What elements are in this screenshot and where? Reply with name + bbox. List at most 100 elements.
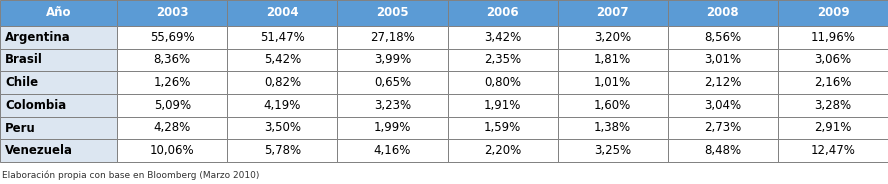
Text: 2,73%: 2,73% — [704, 121, 741, 135]
Bar — [668, 0, 778, 26]
Bar — [0, 139, 117, 162]
Text: 0,80%: 0,80% — [484, 76, 521, 89]
Text: 5,09%: 5,09% — [154, 99, 191, 112]
Text: 3,25%: 3,25% — [594, 144, 631, 157]
Bar — [668, 117, 778, 139]
Text: 1,99%: 1,99% — [374, 121, 411, 135]
Bar — [448, 0, 558, 26]
Text: 2003: 2003 — [156, 6, 188, 20]
Text: Año: Año — [46, 6, 71, 20]
Bar — [0, 94, 117, 117]
Bar — [117, 94, 227, 117]
Bar — [117, 117, 227, 139]
Bar — [668, 71, 778, 94]
Bar — [668, 26, 778, 49]
Text: 1,01%: 1,01% — [594, 76, 631, 89]
Bar — [117, 26, 227, 49]
Bar — [117, 139, 227, 162]
Text: 1,59%: 1,59% — [484, 121, 521, 135]
Text: 3,23%: 3,23% — [374, 99, 411, 112]
Text: 2009: 2009 — [817, 6, 849, 20]
Text: 1,91%: 1,91% — [484, 99, 521, 112]
Bar — [337, 139, 448, 162]
Text: 2,20%: 2,20% — [484, 144, 521, 157]
Text: 2,35%: 2,35% — [484, 54, 521, 66]
Bar — [558, 94, 668, 117]
Text: 4,16%: 4,16% — [374, 144, 411, 157]
Text: Argentina: Argentina — [5, 31, 71, 44]
Bar — [0, 49, 117, 71]
Text: 3,99%: 3,99% — [374, 54, 411, 66]
Text: 11,96%: 11,96% — [811, 31, 855, 44]
Bar — [558, 0, 668, 26]
Bar — [448, 139, 558, 162]
Text: 2,91%: 2,91% — [814, 121, 852, 135]
Text: 5,42%: 5,42% — [264, 54, 301, 66]
Bar — [337, 0, 448, 26]
Bar — [117, 0, 227, 26]
Text: 3,20%: 3,20% — [594, 31, 631, 44]
Text: 3,04%: 3,04% — [704, 99, 741, 112]
Bar — [0, 26, 117, 49]
Text: 8,36%: 8,36% — [154, 54, 191, 66]
Text: 0,82%: 0,82% — [264, 76, 301, 89]
Text: 2007: 2007 — [597, 6, 629, 20]
Bar — [227, 49, 337, 71]
Bar — [778, 94, 888, 117]
Bar — [778, 49, 888, 71]
Bar — [778, 0, 888, 26]
Text: 3,50%: 3,50% — [264, 121, 301, 135]
Text: Venezuela: Venezuela — [5, 144, 73, 157]
Bar — [778, 117, 888, 139]
Text: 2008: 2008 — [707, 6, 739, 20]
Text: Colombia: Colombia — [5, 99, 67, 112]
Bar — [448, 26, 558, 49]
Text: Peru: Peru — [5, 121, 36, 135]
Text: 4,19%: 4,19% — [264, 99, 301, 112]
Text: 1,81%: 1,81% — [594, 54, 631, 66]
Text: 3,28%: 3,28% — [814, 99, 852, 112]
Text: Chile: Chile — [5, 76, 38, 89]
Bar — [337, 94, 448, 117]
Text: 2004: 2004 — [266, 6, 298, 20]
Text: 1,60%: 1,60% — [594, 99, 631, 112]
Bar — [227, 0, 337, 26]
Bar — [558, 71, 668, 94]
Bar — [668, 94, 778, 117]
Bar — [558, 117, 668, 139]
Text: 8,48%: 8,48% — [704, 144, 741, 157]
Bar — [0, 0, 117, 26]
Bar — [337, 117, 448, 139]
Text: 1,38%: 1,38% — [594, 121, 631, 135]
Text: 2006: 2006 — [487, 6, 519, 20]
Text: 2,12%: 2,12% — [704, 76, 741, 89]
Bar — [227, 117, 337, 139]
Text: 2005: 2005 — [377, 6, 408, 20]
Bar — [337, 71, 448, 94]
Text: 10,06%: 10,06% — [150, 144, 194, 157]
Bar — [778, 71, 888, 94]
Text: 3,06%: 3,06% — [814, 54, 852, 66]
Bar — [227, 71, 337, 94]
Text: 0,65%: 0,65% — [374, 76, 411, 89]
Bar — [117, 71, 227, 94]
Bar — [117, 49, 227, 71]
Bar — [558, 139, 668, 162]
Text: 8,56%: 8,56% — [704, 31, 741, 44]
Bar — [337, 49, 448, 71]
Bar — [337, 26, 448, 49]
Bar — [558, 49, 668, 71]
Bar — [448, 49, 558, 71]
Text: 3,42%: 3,42% — [484, 31, 521, 44]
Bar — [558, 26, 668, 49]
Text: 12,47%: 12,47% — [811, 144, 855, 157]
Bar — [668, 49, 778, 71]
Bar — [227, 26, 337, 49]
Text: 4,28%: 4,28% — [154, 121, 191, 135]
Text: 27,18%: 27,18% — [370, 31, 415, 44]
Bar — [448, 117, 558, 139]
Text: 55,69%: 55,69% — [150, 31, 194, 44]
Text: 2,16%: 2,16% — [814, 76, 852, 89]
Text: Elaboración propia con base en Bloomberg (Marzo 2010): Elaboración propia con base en Bloomberg… — [2, 170, 259, 180]
Bar — [778, 139, 888, 162]
